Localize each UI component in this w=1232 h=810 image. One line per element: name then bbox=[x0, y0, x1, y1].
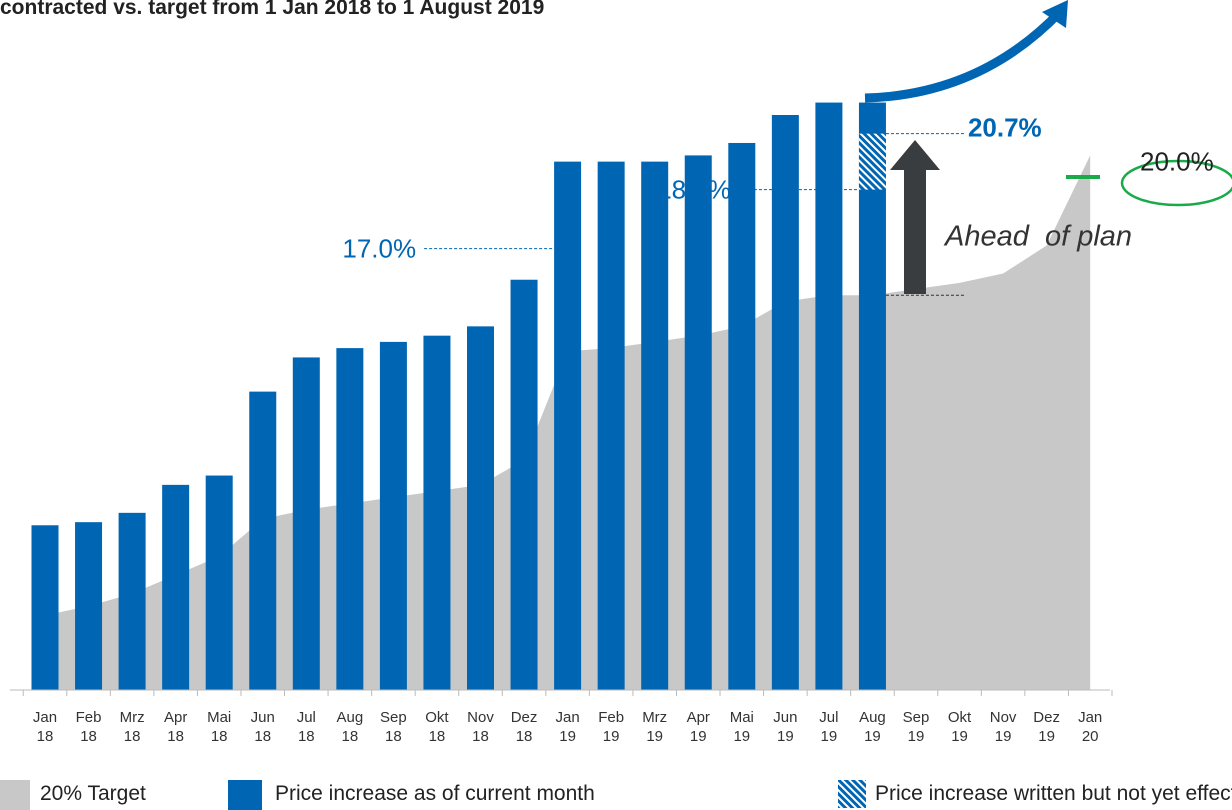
bar bbox=[379, 341, 407, 690]
trend-arrow bbox=[864, 8, 1064, 103]
bar bbox=[554, 161, 582, 690]
x-tick-label: Okt 19 bbox=[947, 709, 972, 745]
x-tick-label: Mrz 19 bbox=[642, 709, 668, 745]
legend-label: Price increase written but not yet effec… bbox=[875, 782, 1232, 805]
x-tick-label: Dez 19 bbox=[1033, 709, 1060, 745]
data-label: 20.0% bbox=[1140, 146, 1214, 176]
legend-label: 20% Target bbox=[40, 782, 146, 805]
data-label: 20.7% bbox=[968, 113, 1042, 143]
annotation: Ahead of plan bbox=[943, 221, 1132, 253]
x-tick-label: Okt 18 bbox=[425, 709, 449, 745]
highlight-ellipse bbox=[1120, 159, 1232, 207]
bar bbox=[205, 475, 233, 690]
x-tick-label: Apr 18 bbox=[163, 709, 188, 745]
x-tick-label: Mai 18 bbox=[207, 709, 232, 745]
bar bbox=[31, 525, 59, 690]
data-label: 18.9% bbox=[657, 174, 731, 204]
bar bbox=[118, 512, 146, 690]
bar bbox=[510, 279, 538, 690]
data-label: 17.0% bbox=[342, 234, 416, 264]
bar bbox=[858, 102, 886, 690]
x-tick-label: Sep 19 bbox=[902, 709, 930, 745]
x-tick-label: Jan 19 bbox=[555, 709, 580, 745]
bar bbox=[249, 391, 277, 690]
pending-bar-segment bbox=[858, 133, 886, 190]
x-tick-label: Jul 18 bbox=[296, 709, 316, 745]
x-tick-label: Nov 19 bbox=[989, 709, 1017, 745]
legend-label: Price increase as of current month bbox=[275, 782, 595, 805]
gap-arrow-head bbox=[890, 140, 940, 170]
bar bbox=[162, 484, 190, 690]
bar bbox=[292, 357, 320, 690]
legend-swatch bbox=[0, 780, 30, 810]
x-tick-label: Apr 19 bbox=[686, 709, 710, 745]
legend-swatch bbox=[228, 780, 262, 810]
x-tick-label: Sep 18 bbox=[380, 709, 407, 745]
trend-arrow-head bbox=[1042, 0, 1068, 28]
bar bbox=[771, 115, 799, 690]
bar bbox=[815, 102, 843, 690]
x-tick-label: Nov 18 bbox=[467, 709, 494, 745]
bar bbox=[75, 522, 103, 690]
x-tick-label: Feb 18 bbox=[75, 709, 102, 745]
x-tick-label: Jul 19 bbox=[819, 709, 839, 745]
x-tick-label: Aug 19 bbox=[859, 709, 886, 745]
x-tick-label: Dez 18 bbox=[510, 709, 538, 745]
bar bbox=[467, 326, 494, 690]
bar bbox=[728, 142, 756, 691]
bar bbox=[684, 155, 712, 691]
x-tick-label: Mai 19 bbox=[729, 709, 754, 745]
gap-arrow bbox=[904, 168, 926, 294]
bar bbox=[423, 335, 451, 690]
chart-title: contracted vs. target from 1 Jan 2018 to… bbox=[0, 0, 544, 19]
x-tick-label: Jun 19 bbox=[773, 709, 798, 745]
x-tick-label: Jun 18 bbox=[250, 709, 275, 745]
legend-swatch bbox=[838, 780, 866, 808]
bar bbox=[597, 161, 625, 690]
x-tick-label: Jan 18 bbox=[32, 709, 58, 745]
bar bbox=[641, 161, 669, 690]
x-tick-label: Aug 18 bbox=[336, 709, 364, 745]
x-tick-label: Feb 19 bbox=[598, 709, 625, 745]
bar bbox=[336, 348, 364, 690]
x-tick-label: Jan 20 bbox=[1078, 709, 1103, 745]
x-tick-label: Mrz 18 bbox=[119, 709, 145, 745]
